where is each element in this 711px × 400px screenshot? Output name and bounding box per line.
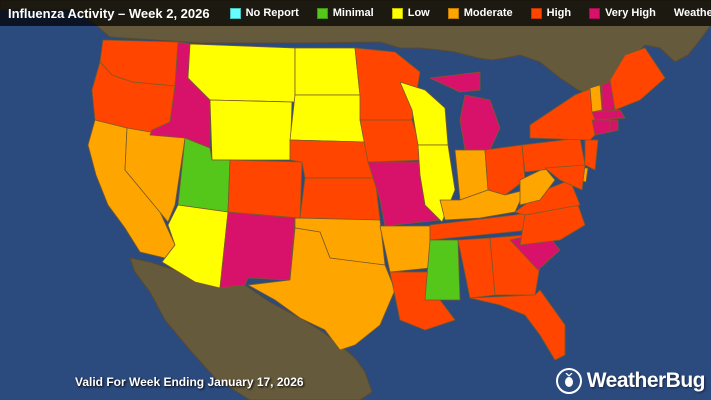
- brand-link[interactable]: WeatherBug.com: [673, 7, 711, 19]
- bug-icon: [555, 368, 582, 394]
- state-oh[interactable]: [484, 144, 526, 196]
- legend-item-minimal: Minimal: [316, 7, 374, 19]
- legend-swatch: [316, 7, 328, 19]
- state-ms[interactable]: [424, 239, 461, 301]
- legend-item-very-high: Very High: [589, 7, 656, 19]
- legend-item-high: High: [530, 7, 572, 19]
- state-ri[interactable]: [609, 119, 619, 133]
- legend-swatch: [229, 7, 241, 19]
- state-ma[interactable]: [591, 109, 626, 121]
- state-mt[interactable]: [187, 43, 296, 103]
- legend-label: High: [546, 7, 572, 19]
- state-fl[interactable]: [469, 289, 566, 361]
- legend-label: Low: [407, 7, 430, 19]
- state-md[interactable]: [544, 164, 586, 191]
- legend-item-low: Low: [391, 7, 430, 19]
- state-nd[interactable]: [294, 47, 361, 96]
- legend: No Report Minimal Low Moderate High Very High: [229, 7, 674, 19]
- state-vt[interactable]: [589, 84, 603, 113]
- logo-text: WeatherBug: [586, 369, 706, 392]
- legend-swatch: [447, 7, 459, 19]
- legend-label: No Report: [245, 7, 299, 19]
- top-bar: Influenza Activity – Week 2, 2026 No Rep…: [0, 0, 711, 26]
- legend-item-moderate: Moderate: [447, 7, 513, 19]
- state-nm[interactable]: [219, 211, 296, 289]
- weatherbug-logo: WeatherBug: [555, 368, 706, 394]
- state-ks[interactable]: [299, 177, 381, 221]
- legend-swatch: [391, 7, 403, 19]
- valid-date-label: Valid For Week Ending January 17, 2026: [75, 375, 304, 389]
- legend-swatch: [589, 7, 601, 19]
- state-nj[interactable]: [584, 139, 599, 171]
- legend-label: Minimal: [332, 7, 374, 19]
- state-co[interactable]: [227, 159, 303, 219]
- legend-label: Very High: [605, 7, 656, 19]
- state-tx[interactable]: [247, 227, 396, 351]
- state-wy[interactable]: [209, 99, 293, 161]
- state-sd[interactable]: [289, 94, 366, 143]
- legend-swatch: [530, 7, 542, 19]
- state-ct[interactable]: [591, 119, 611, 136]
- legend-item-no-report: No Report: [229, 7, 299, 19]
- legend-label: Moderate: [463, 7, 513, 19]
- map-title: Influenza Activity – Week 2, 2026: [8, 5, 210, 21]
